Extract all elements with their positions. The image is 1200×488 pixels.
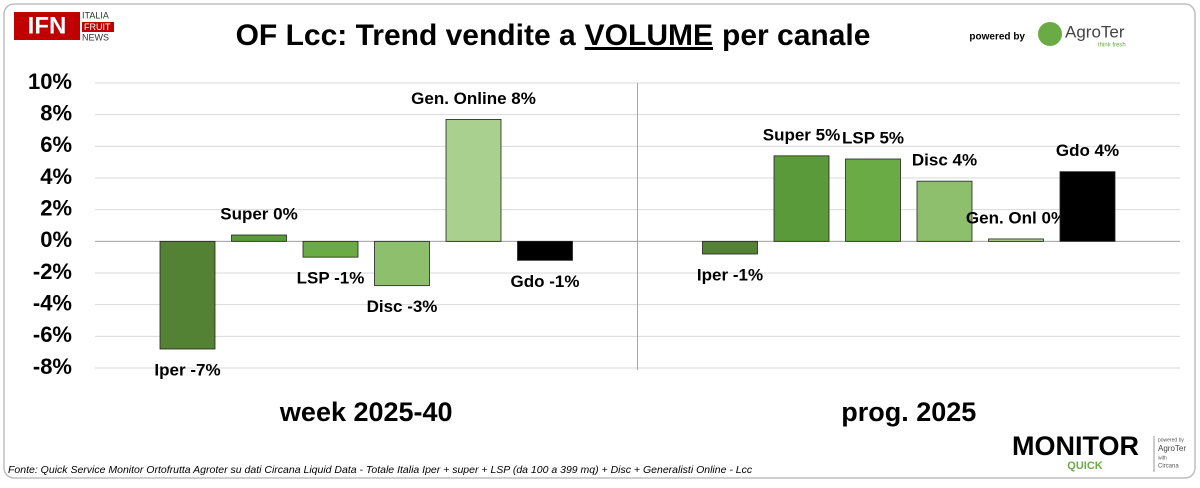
bar — [231, 234, 287, 242]
bar — [159, 240, 216, 350]
data-label: Disc -3% — [367, 297, 438, 316]
bar — [916, 180, 973, 242]
x-group-label: prog. 2025 — [841, 397, 976, 427]
powered-by: powered by — [969, 32, 1025, 43]
powered-by: powered by — [1158, 437, 1184, 443]
title-part: per canale — [722, 19, 870, 52]
data-label: Gdo 4% — [1056, 141, 1119, 160]
data-label: Disc 4% — [912, 151, 977, 170]
data-label: Gen. Online 8% — [411, 89, 536, 108]
brand-icon — [1038, 22, 1062, 46]
y-tick-label: 2% — [40, 195, 72, 220]
partner: Circana — [1158, 464, 1179, 470]
data-label: Iper -7% — [154, 360, 220, 379]
bar — [702, 240, 758, 255]
bar — [517, 240, 573, 261]
y-tick-label: -4% — [33, 290, 72, 315]
logo-main: IFN — [28, 12, 67, 39]
data-label: Super 5% — [763, 125, 840, 144]
monitor: MONITOR — [1012, 431, 1139, 461]
logo-line: NEWS — [82, 32, 109, 42]
brand: AgroTer — [1065, 22, 1125, 41]
chart-title: OF Lcc: Trend vendite a VOLUME per canale — [236, 19, 871, 52]
quick: QUICK — [1067, 460, 1103, 472]
bar — [374, 240, 430, 287]
bar — [1059, 171, 1116, 242]
y-tick-label: 4% — [40, 164, 72, 189]
data-label: LSP -1% — [297, 269, 365, 288]
title-part: VOLUME — [585, 19, 713, 52]
y-tick-label: 10% — [28, 69, 72, 94]
data-label: Gen. Onl 0% — [966, 208, 1066, 227]
with: with — [1158, 455, 1167, 461]
title-part: OF Lcc: Trend vendite a — [236, 19, 576, 52]
y-tick-label: -6% — [33, 322, 72, 347]
y-tick-label: 0% — [40, 227, 72, 252]
data-label: Gdo -1% — [511, 272, 580, 291]
data-label: LSP 5% — [842, 128, 904, 147]
brand: AgroTer — [1158, 444, 1186, 453]
source: Fonte: Quick Service Monitor Ortofrutta … — [8, 464, 753, 476]
bar — [302, 240, 359, 258]
brand-tagline: think fresh — [1098, 43, 1126, 49]
logo-box — [14, 12, 80, 40]
y-tick-label: -8% — [33, 354, 72, 379]
x-group-label: week 2025-40 — [279, 397, 453, 427]
y-tick-label: -2% — [33, 259, 72, 284]
data-label: Iper -1% — [697, 265, 763, 284]
logo-band — [82, 22, 114, 32]
logo-line: ITALIA — [82, 10, 109, 20]
logo-line: FRUIT — [84, 22, 111, 32]
bar — [988, 238, 1044, 242]
bar — [773, 155, 830, 242]
y-tick-label: 6% — [40, 132, 72, 157]
bar — [845, 158, 901, 242]
bar — [445, 119, 502, 242]
y-tick-label: 8% — [40, 100, 72, 125]
data-label: Super 0% — [220, 204, 297, 223]
